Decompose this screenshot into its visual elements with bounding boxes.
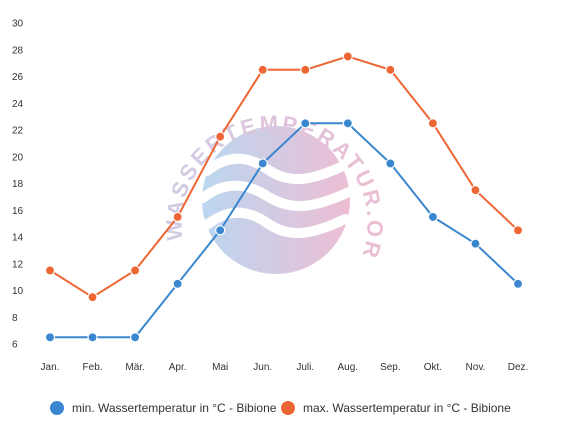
data-point <box>44 265 56 276</box>
series-min <box>44 118 524 343</box>
data-point <box>87 292 98 303</box>
series-max <box>44 51 524 303</box>
x-tick-label: Nov. <box>466 362 486 373</box>
x-tick-label: Dez. <box>508 362 529 373</box>
legend-marker <box>50 401 64 415</box>
x-tick-label: Juli. <box>296 362 314 373</box>
watermark-wave <box>202 153 350 184</box>
data-point <box>385 64 396 75</box>
data-point <box>129 332 141 343</box>
data-point <box>172 211 183 223</box>
data-point <box>385 158 396 169</box>
series-line <box>49 122 519 339</box>
x-axis: Jan. Feb. Mär. Apr. Mai Jun. Juli. Aug. Sep. Okt.… <box>41 362 529 373</box>
x-tick-label: Aug. <box>338 362 359 373</box>
series-line <box>49 55 519 299</box>
y-tick-label: 22 <box>12 126 24 137</box>
data-point <box>257 158 268 169</box>
x-tick-label: Jun. <box>253 362 272 373</box>
x-tick-label: Jan. <box>41 362 60 373</box>
legend-item: min. Wassertemperatur in °C - Bibione <box>50 401 277 415</box>
data-point <box>300 118 311 129</box>
y-tick-label: 20 <box>12 152 24 163</box>
legend: min. Wassertemperatur in °C - Bibione max… <box>50 401 511 415</box>
x-tick-label: Mai <box>212 362 228 373</box>
data-point <box>172 278 183 289</box>
legend-item: max. Wassertemperatur in °C - Bibione <box>281 401 511 415</box>
legend-label: max. Wassertemperatur in °C - Bibione <box>303 401 511 415</box>
data-point <box>44 332 56 343</box>
x-tick-label: Apr. <box>169 362 187 373</box>
y-tick-label: 10 <box>12 286 24 297</box>
x-tick-label: Feb. <box>83 362 103 373</box>
y-tick-label: 30 <box>12 19 24 30</box>
watermark-wave <box>202 207 350 238</box>
y-tick-label: 8 <box>12 313 18 324</box>
data-point <box>470 238 481 249</box>
y-tick-label: 24 <box>12 99 24 110</box>
legend-marker <box>281 401 295 415</box>
data-point <box>342 118 353 129</box>
y-tick-label: 14 <box>12 233 24 244</box>
y-tick-label: 16 <box>12 206 24 217</box>
data-point <box>257 64 268 75</box>
y-tick-label: 26 <box>12 72 24 83</box>
y-tick-label: 6 <box>12 340 18 351</box>
data-point <box>470 185 481 196</box>
data-point <box>300 64 311 75</box>
series-layer <box>44 51 524 343</box>
y-tick-label: 12 <box>12 259 24 270</box>
watermark-wave <box>198 180 354 211</box>
y-tick-label: 18 <box>12 179 24 190</box>
y-axis: 6 8 10 12 14 16 18 20 22 24 26 28 30 <box>12 19 24 351</box>
data-point <box>215 131 226 142</box>
watermark-logo: WASSERTEMPERATUR.ORG <box>0 0 385 274</box>
data-point <box>342 51 353 62</box>
x-tick-label: Sep. <box>380 362 401 373</box>
data-point <box>129 265 141 276</box>
data-point <box>512 225 524 236</box>
data-point <box>87 332 98 343</box>
legend-label: min. Wassertemperatur in °C - Bibione <box>72 401 277 415</box>
data-point <box>427 118 439 129</box>
data-point <box>512 278 524 289</box>
data-point <box>427 211 439 223</box>
x-tick-label: Mär. <box>125 362 144 373</box>
data-point <box>215 225 226 236</box>
x-tick-label: Okt. <box>424 362 442 373</box>
y-tick-label: 28 <box>12 45 24 56</box>
